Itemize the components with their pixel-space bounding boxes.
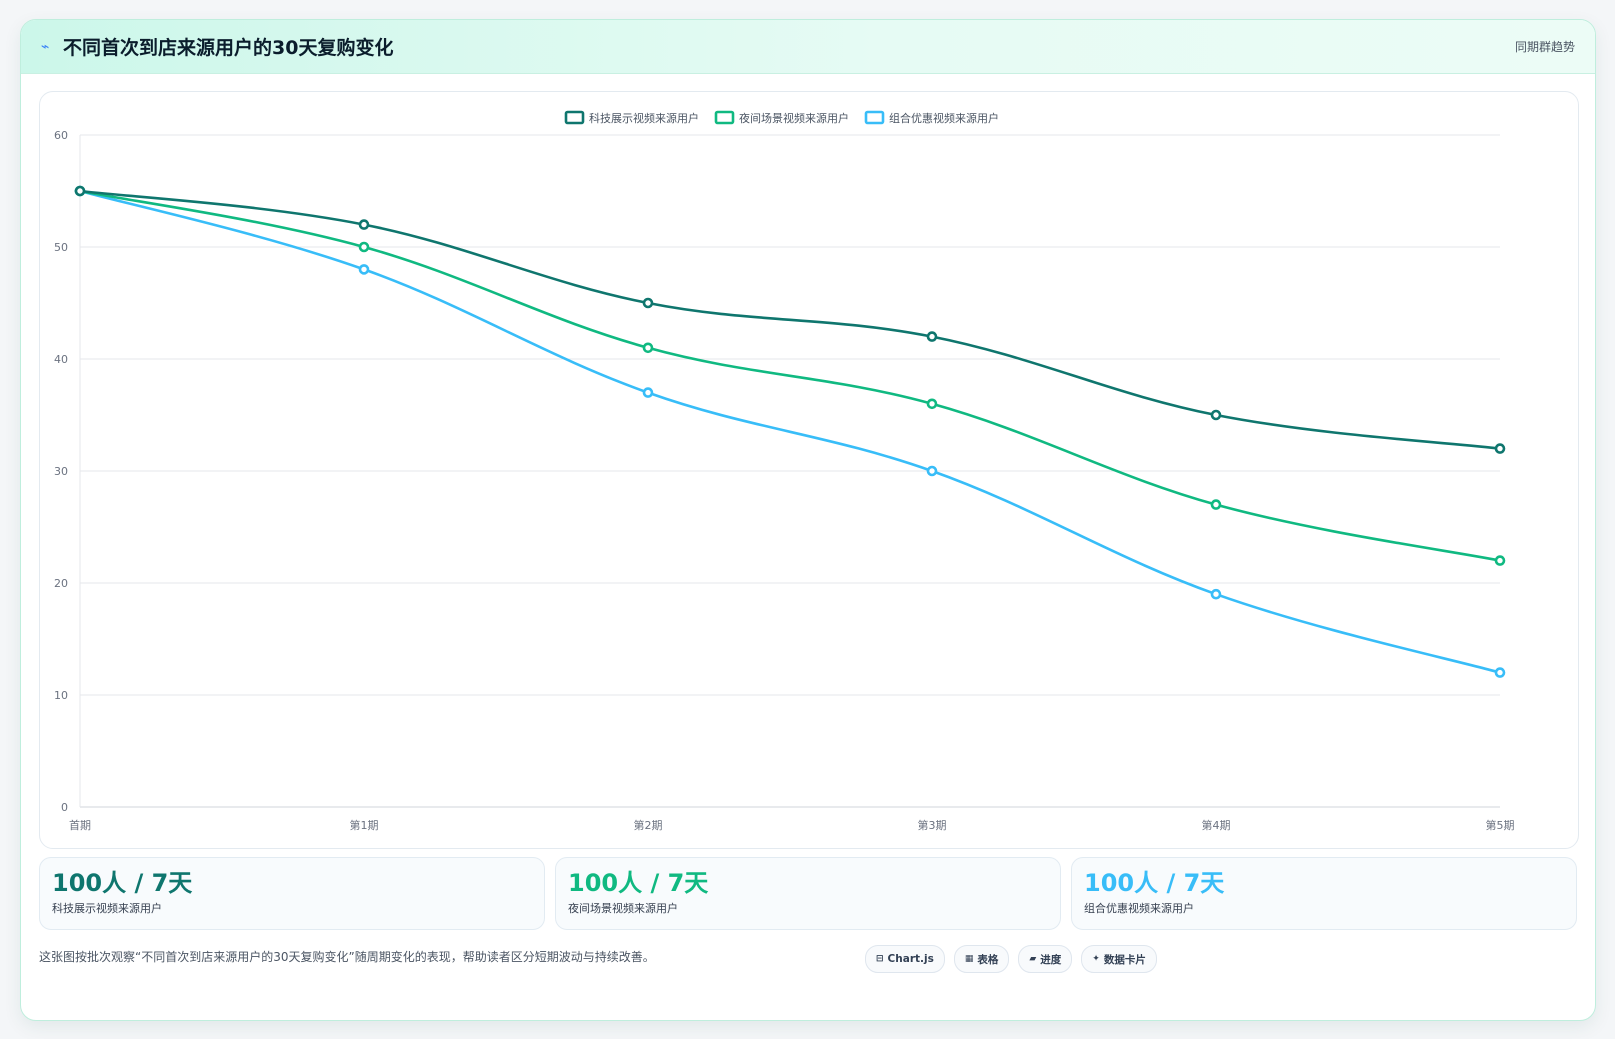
tag-label: 表格 — [977, 953, 999, 966]
table-icon: ▦ — [964, 954, 974, 964]
y-tick-label: 30 — [54, 465, 68, 478]
y-tick-label: 0 — [61, 801, 68, 814]
stat-value: 100人 / 7天 — [52, 869, 193, 897]
data-point — [1210, 588, 1222, 600]
legend-swatch — [564, 110, 585, 125]
stat-label: 科技展示视频来源用户 — [52, 902, 162, 915]
legend-swatch — [714, 110, 735, 125]
card-header: ⌁ 不同首次到店来源用户的30天复购变化 同期群趋势 — [21, 20, 1595, 74]
card-footer: 这张图按批次观察“不同首次到店来源用户的30天复购变化”随周期变化的表现，帮助读… — [39, 942, 1577, 976]
y-tick-label: 50 — [54, 241, 68, 254]
legend-swatch — [864, 110, 885, 125]
line-chart: 0 10 20 30 40 50 60 首期 第1期 第2期 第3期 第4期 第5期 科技展示视频来源用户… — [54, 110, 1515, 832]
chart-card: ⌁ 不同首次到店来源用户的30天复购变化 同期群趋势 0 10 20 30 40 50 60… — [20, 19, 1596, 1021]
data-point — [926, 331, 938, 342]
tag-progress[interactable]: ▰ 进度 — [1018, 945, 1073, 973]
data-point — [358, 241, 370, 253]
stat-value: 100人 / 7天 — [1084, 869, 1225, 897]
data-point — [1210, 409, 1222, 421]
stat-label: 夜间场景视频来源用户 — [568, 902, 678, 915]
data-point — [642, 342, 654, 354]
data-point — [358, 264, 370, 275]
tag-data-card[interactable]: ✦ 数据卡片 — [1081, 945, 1157, 973]
y-tick-label: 40 — [54, 353, 68, 366]
y-tick-label: 20 — [54, 577, 68, 590]
stat-value: 100人 / 7天 — [568, 869, 709, 897]
data-point — [1210, 499, 1222, 510]
series-line — [79, 189, 1501, 450]
series-line — [79, 189, 1501, 562]
legend-label: 科技展示视频来源用户 — [589, 111, 699, 125]
y-tick-label: 60 — [54, 129, 68, 142]
data-point — [1494, 667, 1506, 678]
x-tick-label: 第4期 — [1202, 818, 1231, 832]
data-point — [74, 185, 86, 197]
stat-card-combo: 100人 / 7天 组合优惠视频来源用户 — [1071, 857, 1577, 930]
stat-card-night: 100人 / 7天 夜间场景视频来源用户 — [555, 857, 1061, 930]
line-chart-panel: 0 10 20 30 40 50 60 首期 第1期 第2期 第3期 第4期 第5期 科技展示视频来源用户… — [39, 91, 1579, 849]
series-line — [79, 189, 1501, 674]
data-point — [926, 465, 938, 477]
tag-chartjs[interactable]: ⊟ Chart.js — [865, 945, 945, 973]
data-point — [642, 387, 654, 398]
title-group: ⌁ 不同首次到店来源用户的30天复购变化 — [41, 33, 393, 60]
stat-cards: 100人 / 7天 科技展示视频来源用户 100人 / 7天 夜间场景视频来源用… — [39, 857, 1577, 930]
data-point — [642, 297, 654, 309]
x-tick-label: 第3期 — [918, 818, 947, 832]
tag-label: 数据卡片 — [1103, 953, 1146, 966]
tag-label: 进度 — [1040, 953, 1062, 966]
stat-card-tech: 100人 / 7天 科技展示视频来源用户 — [39, 857, 545, 930]
progress-icon: ▰ — [1029, 954, 1037, 964]
data-point — [358, 219, 370, 230]
data-point — [1494, 443, 1506, 454]
page-title: 不同首次到店来源用户的30天复购变化 — [63, 37, 394, 59]
legend-label: 组合优惠视频来源用户 — [889, 111, 999, 125]
x-tick-label: 第2期 — [634, 818, 663, 832]
chart-description: 这张图按批次观察“不同首次到店来源用户的30天复购变化”随周期变化的表现，帮助读… — [39, 949, 655, 964]
data-point — [1494, 555, 1506, 566]
x-tick-label: 第1期 — [350, 818, 379, 832]
tag-list: ⊟ Chart.js ▦ 表格 ▰ 进度 ✦ 数据卡片 — [865, 945, 1157, 973]
trend-icon: ⌁ — [41, 38, 50, 55]
stat-label: 组合优惠视频来源用户 — [1084, 902, 1194, 915]
tag-table[interactable]: ▦ 表格 — [953, 945, 1010, 973]
tag-label: Chart.js — [887, 953, 934, 965]
y-tick-label: 10 — [54, 689, 68, 702]
x-tick-label: 第5期 — [1486, 818, 1515, 832]
data-point — [926, 398, 938, 410]
sparkle-icon: ✦ — [1092, 954, 1100, 964]
legend-label: 夜间场景视频来源用户 — [739, 111, 849, 125]
x-tick-label: 首期 — [69, 818, 91, 832]
header-subtitle: 同期群趋势 — [1514, 40, 1575, 54]
chart-icon: ⊟ — [876, 954, 884, 964]
